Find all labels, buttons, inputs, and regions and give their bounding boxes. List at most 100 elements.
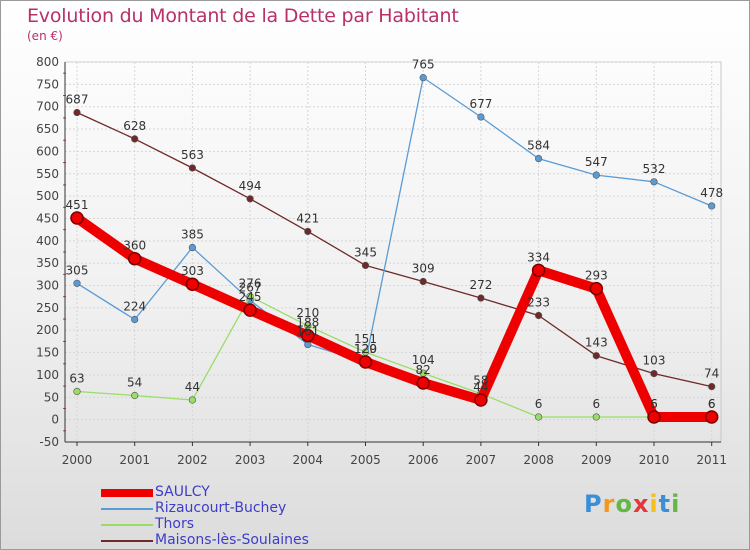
series-point-1 <box>419 74 427 82</box>
legend-swatch-saulcy <box>101 489 153 497</box>
legend-swatch-maisons <box>101 540 153 542</box>
y-tick-label: 500 <box>36 189 59 203</box>
series-point-2 <box>534 413 543 421</box>
series-line-2 <box>76 295 713 418</box>
data-label: 129 <box>354 342 377 356</box>
series-point-1 <box>650 178 658 186</box>
data-label: 6 <box>535 397 543 411</box>
saulcy-point <box>647 410 661 424</box>
series-point-2 <box>131 391 139 400</box>
data-label: 494 <box>239 179 262 193</box>
data-label: 305 <box>66 263 89 277</box>
series-point-3 <box>361 261 370 270</box>
data-label: 293 <box>585 269 608 283</box>
series-line-1 <box>76 76 713 363</box>
series-line-3 <box>76 111 713 388</box>
data-label: 276 <box>239 276 262 290</box>
chart-title: Evolution du Montant de la Dette par Hab… <box>27 5 459 27</box>
data-label: 188 <box>296 316 319 330</box>
x-tick-label: 2001 <box>119 453 150 467</box>
data-label: 334 <box>527 250 550 264</box>
data-label: 143 <box>585 336 608 350</box>
data-label: 6 <box>592 397 600 411</box>
data-label: 245 <box>239 290 262 304</box>
x-tick-label: 2007 <box>466 453 497 467</box>
data-label: 224 <box>123 300 146 314</box>
x-tick-label: 2005 <box>350 453 381 467</box>
data-label: 272 <box>469 278 492 292</box>
legend-label-saulcy: SAULCY <box>155 484 210 500</box>
x-tick-label: 2000 <box>62 453 93 467</box>
y-tick-label: 250 <box>36 301 59 315</box>
y-tick-label: 150 <box>36 346 59 360</box>
data-label: 421 <box>296 211 319 225</box>
saulcy-point <box>474 393 488 407</box>
data-label: 563 <box>181 148 204 162</box>
data-label: 628 <box>123 119 146 133</box>
data-label: 63 <box>69 371 84 385</box>
y-tick-label: 200 <box>36 323 59 337</box>
x-tick-label: 2011 <box>696 453 727 467</box>
y-tick-label: 400 <box>36 234 59 248</box>
saulcy-point <box>243 303 257 317</box>
x-tick-label: 2010 <box>639 453 670 467</box>
x-tick-label: 2009 <box>581 453 612 467</box>
data-label: 58 <box>473 374 488 388</box>
saulcy-point <box>531 263 546 278</box>
y-tick-label: 350 <box>36 256 59 270</box>
data-label: 309 <box>412 262 435 276</box>
x-axis: 2000 2001 2002 2003 2004 2005 2006 2007 2008 2009… <box>62 441 727 467</box>
series-point-3 <box>477 294 485 302</box>
data-label: 210 <box>296 306 319 320</box>
data-label: 54 <box>127 376 142 390</box>
data-label: 74 <box>704 367 719 381</box>
data-label: 233 <box>527 295 550 309</box>
plot-area <box>64 61 722 443</box>
legend-label-maisons: Maisons-lès-Soulaines <box>155 532 309 548</box>
y-tick-label: 750 <box>36 77 59 91</box>
y-tick-label: 450 <box>36 211 59 225</box>
series-point-3 <box>73 108 81 117</box>
series-point-1 <box>73 279 81 287</box>
series-point-3 <box>534 311 543 320</box>
series-point-2 <box>73 387 81 396</box>
data-label: 765 <box>412 58 435 72</box>
legend-swatch-thors <box>101 524 153 526</box>
y-tick-label: 800 <box>36 55 59 69</box>
x-tick-label: 2003 <box>235 453 266 467</box>
data-label: 6 <box>650 397 658 411</box>
series-point-3 <box>188 164 196 172</box>
data-label: 677 <box>469 97 492 111</box>
series-point-3 <box>592 352 600 360</box>
x-tick-label: 2008 <box>523 453 554 467</box>
saulcy-point <box>416 376 430 390</box>
data-label: 345 <box>354 245 377 259</box>
x-tick-label: 2002 <box>177 453 208 467</box>
data-label: 104 <box>412 353 435 367</box>
data-label: 151 <box>354 332 377 346</box>
series-point-3 <box>246 195 254 203</box>
series-layer <box>70 74 719 424</box>
legend-label-rizaucourt: Rizaucourt-Buchey <box>155 500 287 516</box>
data-label: 44 <box>473 380 488 394</box>
data-label: 44 <box>185 380 200 394</box>
legend-label-thors: Thors <box>155 516 195 532</box>
data-label: 687 <box>66 93 89 107</box>
y-tick-label: 100 <box>36 368 59 382</box>
y-tick-label: 600 <box>36 144 59 158</box>
data-label: 6 <box>708 397 716 411</box>
data-label: 6 <box>708 397 716 411</box>
data-label: 82 <box>416 363 431 377</box>
series-point-3 <box>131 135 139 143</box>
chart-plot: -50 0 50 100 150 200 250 300 350 400 450 500 550 600 6… <box>36 55 727 467</box>
grid <box>64 61 722 443</box>
series-line-0 <box>72 213 717 422</box>
series-point-3 <box>650 370 658 378</box>
data-label: 547 <box>585 155 608 169</box>
data-label: 451 <box>66 198 89 212</box>
y-tick-label: -50 <box>39 435 59 449</box>
series-point-2 <box>188 396 196 404</box>
series-point-1 <box>708 202 716 210</box>
series-point-3 <box>304 227 312 236</box>
